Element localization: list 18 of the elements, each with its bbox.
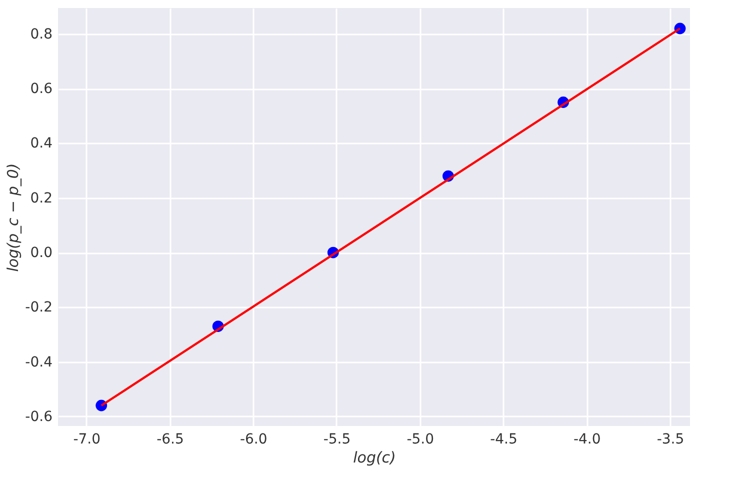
x-tick-label: -7.0 [73,432,101,448]
x-tick-label: -4.0 [573,432,601,448]
x-tick-label: -6.5 [156,432,184,448]
y-tick-label: -0.2 [25,300,52,316]
y-tick-label: 0.8 [30,26,52,42]
x-tick-label: -5.0 [406,432,434,448]
y-tick-label: 0.4 [30,136,53,152]
x-axis-title: log(c) [353,448,396,466]
y-tick-label: -0.6 [25,408,53,425]
x-tick-label: -4.5 [490,432,518,448]
y-tick-label: 0.2 [30,190,52,206]
y-tick-label: 0.0 [30,245,52,262]
y-tick-label: -0.4 [25,354,53,370]
y-tick-label: 0.6 [30,81,53,98]
y-axis-title: log(p_c − p_0) [4,163,22,272]
x-tick-label: -6.0 [240,432,268,448]
x-tick-label: -5.5 [323,432,351,448]
x-tick-label: -3.5 [656,432,684,448]
